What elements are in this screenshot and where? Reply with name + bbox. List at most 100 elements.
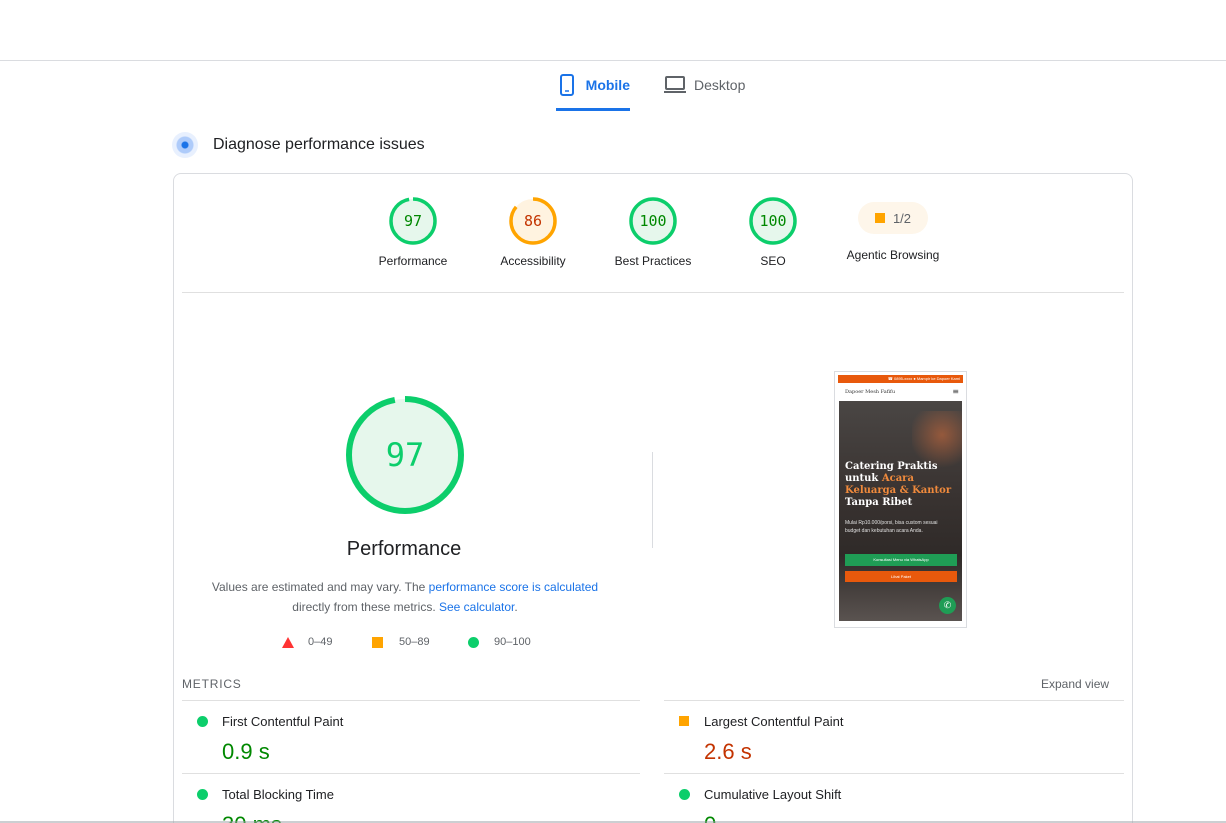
desc-text: Values are estimated and may vary. The <box>211 580 429 594</box>
performance-title: Performance <box>346 538 462 560</box>
screenshot-nav: Dapoer Mesh Fafifu ≡ <box>838 383 963 400</box>
legend-pass: 90–100 <box>468 636 531 648</box>
gauge-performance[interactable]: 97 Performance <box>358 196 468 268</box>
divider <box>182 292 1124 293</box>
score-description: Values are estimated and may vary. The p… <box>194 577 616 617</box>
gauge-label: Agentic Browsing <box>846 248 940 262</box>
diagnose-icon <box>172 132 198 158</box>
divider <box>182 700 640 701</box>
desc-text: . <box>514 600 518 614</box>
gauge-bg <box>391 199 435 243</box>
gauge-best-practices[interactable]: 100 Best Practices <box>598 196 708 268</box>
screenshot-order-button: Lihat Paket <box>845 571 957 582</box>
performance-big-gauge: 97 <box>346 396 464 514</box>
headline-pre: Catering Praktis untuk <box>845 461 938 484</box>
gauge-score: 97 <box>404 212 422 230</box>
laptop-icon <box>664 73 686 97</box>
pass-circle-icon <box>468 636 479 648</box>
score-calculated-link[interactable]: performance score is calculated <box>428 580 599 594</box>
hamburger-menu-icon: ≡ <box>952 387 959 396</box>
metric-label: First Contentful Paint <box>222 713 344 729</box>
gauge-ring: 100 <box>749 197 797 245</box>
viewport-bottom-edge <box>0 821 1226 823</box>
gauge-seo[interactable]: 100 SEO <box>718 196 828 268</box>
gauge-accessibility[interactable]: 86 Accessibility <box>478 196 588 268</box>
average-square-icon <box>678 716 690 726</box>
expand-view-toggle[interactable]: Expand view <box>1041 677 1110 691</box>
gauge-agentic-browsing[interactable]: 1/2 Agentic Browsing <box>838 196 948 262</box>
headline-post: Tanpa Ribet <box>845 497 913 508</box>
device-tabs: Mobile Desktop <box>0 61 1226 111</box>
metric-lcp: Largest Contentful Paint 2.6 s <box>664 711 1104 765</box>
gauge-label: Accessibility <box>500 254 566 268</box>
section-title: Diagnose performance issues <box>213 136 425 153</box>
screenshot-topstrip: ☎ 0895-xxxx ● Mampir ke Dapoer Kami <box>838 375 963 383</box>
fail-triangle-icon <box>282 636 294 648</box>
gauge-ring: 97 <box>389 197 437 245</box>
gauge-label: Best Practices <box>614 254 692 268</box>
legend-average: 50–89 <box>372 636 430 648</box>
metric-value: 0.9 s <box>222 739 270 764</box>
divider <box>664 700 1124 701</box>
metric-value: 2.6 s <box>704 739 752 764</box>
metrics-header: METRICS <box>182 677 242 691</box>
metric-value: 30 ms <box>222 812 622 823</box>
final-screenshot[interactable]: ☎ 0895-xxxx ● Mampir ke Dapoer Kami Dapo… <box>834 371 967 628</box>
legend-range: 0–49 <box>308 636 333 648</box>
gauge-label: Performance <box>378 254 448 268</box>
legend-range: 90–100 <box>494 636 531 648</box>
category-gauges: 97 Performance 86 Accessibility 100 Best… <box>174 174 1132 294</box>
diagnose-header: Diagnose performance issues <box>172 130 425 160</box>
gauge-bg <box>511 199 555 243</box>
metric-label: Largest Contentful Paint <box>704 713 844 729</box>
divider <box>664 773 1124 774</box>
gauge-bg <box>631 199 675 243</box>
screenshot-page: ☎ 0895-xxxx ● Mampir ke Dapoer Kami Dapo… <box>838 375 963 624</box>
gauge-arc <box>509 197 557 245</box>
headline-highlight: Acara Keluarga & Kantor <box>845 473 952 496</box>
gauge-score: 86 <box>524 212 542 230</box>
screenshot-hero: Catering Praktis untuk Acara Keluarga & … <box>839 401 962 621</box>
gauge-score: 100 <box>639 212 666 230</box>
agentic-score-pill: 1/2 <box>858 202 928 234</box>
pass-circle-icon <box>196 715 208 727</box>
gauge-bg <box>751 199 795 243</box>
pass-circle-icon <box>678 788 690 800</box>
tab-mobile[interactable]: Mobile <box>556 73 630 111</box>
big-gauge-bg <box>349 399 461 511</box>
agentic-score: 1/2 <box>892 210 912 226</box>
gauge-score: 100 <box>759 212 786 230</box>
gauge-arc <box>389 197 437 245</box>
desc-text: directly from these metrics. <box>292 600 439 614</box>
metric-fcp: First Contentful Paint 0.9 s <box>182 711 622 765</box>
gauge-arc <box>749 197 797 245</box>
top-bar <box>0 0 1226 61</box>
big-gauge-score: 97 <box>386 436 425 474</box>
pass-circle-icon <box>196 788 208 800</box>
whatsapp-icon: ✆ <box>939 597 956 614</box>
average-square-icon <box>372 636 383 648</box>
screenshot-subtext: Mulai Rp10.000/porsi, bisa custom sesuai… <box>845 520 938 534</box>
report-card: 97 Performance 86 Accessibility 100 Best… <box>173 173 1133 823</box>
legend-fail: 0–49 <box>282 636 332 648</box>
divider <box>182 773 640 774</box>
screenshot-headline: Catering Praktis untuk Acara Keluarga & … <box>845 461 955 509</box>
see-calculator-link[interactable]: See calculator <box>438 600 515 614</box>
gauge-ring: 86 <box>509 197 557 245</box>
average-square-icon <box>874 213 885 223</box>
gauge-label: SEO <box>760 254 786 268</box>
screenshot-whatsapp-button: Konsultasi Menu via WhatsApp <box>845 554 957 566</box>
smartphone-icon <box>556 73 578 97</box>
tab-mobile-label: Mobile <box>585 77 630 93</box>
tab-desktop[interactable]: Desktop <box>664 73 745 111</box>
vertical-divider <box>652 452 653 548</box>
metric-cls: Cumulative Layout Shift 0 <box>664 784 1104 823</box>
tab-desktop-label: Desktop <box>694 77 746 93</box>
metric-tbt: Total Blocking Time 30 ms <box>182 784 622 823</box>
big-gauge-arc <box>346 396 464 514</box>
metric-label: Cumulative Layout Shift <box>704 786 842 802</box>
legend-range: 50–89 <box>399 636 430 648</box>
metric-value: 0 <box>704 812 1104 823</box>
screenshot-brand: Dapoer Mesh Fafifu <box>845 388 896 395</box>
gauge-arc <box>629 197 677 245</box>
